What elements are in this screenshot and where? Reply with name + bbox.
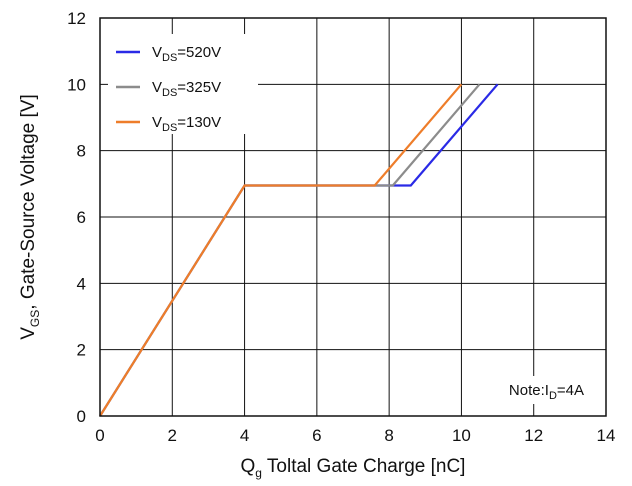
x-tick-label: 0 [95, 426, 104, 445]
y-axis-label-sub: GS [28, 310, 42, 327]
note-annotation: Note:ID=4A [486, 376, 600, 404]
y-tick-label: 10 [67, 75, 86, 94]
y-tick-label: 2 [77, 341, 86, 360]
series-layer [100, 84, 498, 416]
x-tick-label: 10 [452, 426, 471, 445]
y-tick-label: 12 [67, 9, 86, 28]
x-tick-labels: 0 2 4 6 8 10 12 14 [95, 426, 615, 445]
y-axis-label-main: V [18, 327, 39, 340]
x-axis-label: Qg Toltal Gate Charge [nC] [241, 456, 466, 480]
note-sub: D [549, 390, 557, 402]
y-axis-label: VGS, Gate-Source Voltage [V] [18, 94, 42, 340]
x-tick-label: 8 [384, 426, 393, 445]
note-main: Note:I [509, 382, 549, 399]
x-tick-label: 4 [240, 426, 249, 445]
y-tick-labels: 0 2 4 6 8 10 12 [67, 9, 86, 426]
series-line-2 [100, 84, 480, 416]
x-axis-label-sub: g [255, 466, 262, 480]
x-axis-label-rest: Toltal Gate Charge [nC] [262, 456, 465, 477]
x-tick-label: 14 [597, 426, 616, 445]
x-tick-label: 12 [524, 426, 543, 445]
y-tick-label: 6 [77, 208, 86, 227]
y-tick-label: 4 [77, 274, 86, 293]
y-tick-label: 8 [77, 142, 86, 161]
note-rest: =4A [557, 382, 584, 399]
x-axis-label-main: Q [241, 456, 256, 477]
series-line-3 [100, 84, 461, 416]
y-tick-label: 0 [77, 407, 86, 426]
x-tick-label: 2 [168, 426, 177, 445]
y-axis-label-rest: , Gate-Source Voltage [V] [18, 94, 39, 309]
x-tick-label: 6 [312, 426, 321, 445]
